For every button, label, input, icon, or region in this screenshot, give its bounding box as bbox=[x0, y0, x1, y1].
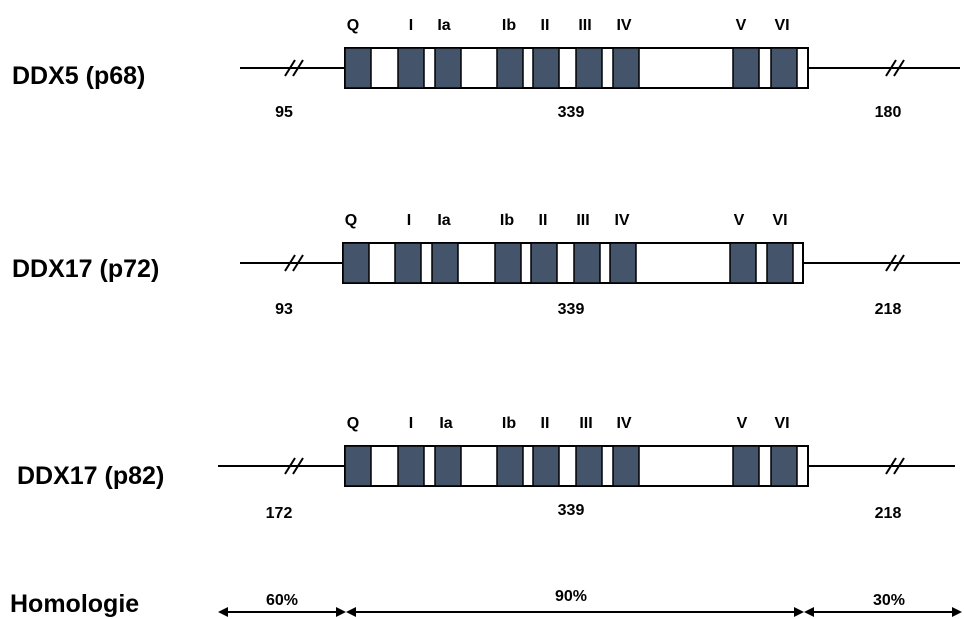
motif-box-ia bbox=[434, 47, 462, 89]
motif-box-ia bbox=[434, 445, 462, 487]
motif-label-ia: Ia bbox=[437, 17, 450, 34]
protein-row-3: DDX17 (p82) Q I Ia Ib II III IV V VI 172… bbox=[17, 415, 955, 522]
motif-box-ib bbox=[494, 242, 522, 284]
n-terminal-length: 95 bbox=[275, 104, 293, 121]
motif-label-iii: III bbox=[578, 17, 591, 34]
motif-box-v bbox=[732, 445, 760, 487]
arrow-head bbox=[336, 607, 346, 617]
motif-box-v bbox=[732, 47, 760, 89]
core-length: 339 bbox=[558, 104, 585, 121]
motif-box-q bbox=[344, 445, 372, 487]
motif-label-v: V bbox=[737, 415, 748, 432]
motif-label-iii: III bbox=[576, 212, 589, 229]
break-mark bbox=[885, 254, 905, 272]
core-homology: 90% bbox=[555, 588, 587, 605]
break-mark bbox=[885, 59, 905, 77]
motif-box-iii bbox=[575, 445, 603, 487]
motif-label-i: I bbox=[407, 212, 411, 229]
motif-label-ii: II bbox=[541, 415, 550, 432]
motif-label-vi: VI bbox=[774, 17, 789, 34]
core-length: 339 bbox=[558, 502, 585, 519]
motif-label-q: Q bbox=[345, 212, 357, 229]
motif-box-i bbox=[397, 445, 425, 487]
motif-label-vi: VI bbox=[772, 212, 787, 229]
c-terminal-length: 180 bbox=[875, 104, 902, 121]
motif-box-vi bbox=[770, 445, 798, 487]
motif-box-ib bbox=[496, 445, 524, 487]
motif-label-q: Q bbox=[347, 415, 359, 432]
motif-box-ib bbox=[496, 47, 524, 89]
break-mark bbox=[284, 59, 304, 77]
protein-name: DDX17 (p72) bbox=[12, 255, 159, 283]
arrow-head bbox=[804, 607, 814, 617]
arrow-head bbox=[794, 607, 804, 617]
motif-label-iv: IV bbox=[614, 212, 629, 229]
protein-name: DDX5 (p68) bbox=[12, 62, 145, 90]
motif-box-i bbox=[394, 242, 422, 284]
arrow-head bbox=[952, 607, 962, 617]
motif-label-ia: Ia bbox=[439, 415, 452, 432]
homology-label: Homologie bbox=[10, 590, 139, 618]
motif-label-ib: Ib bbox=[502, 17, 516, 34]
motif-box-q bbox=[344, 47, 372, 89]
motif-box-v bbox=[729, 242, 757, 284]
c-terminal-length: 218 bbox=[875, 505, 902, 522]
motif-label-vi: VI bbox=[774, 415, 789, 432]
motif-box-ii bbox=[532, 47, 560, 89]
motif-label-ib: Ib bbox=[500, 212, 514, 229]
motif-box-ii bbox=[532, 445, 560, 487]
motif-box-iv bbox=[609, 242, 637, 284]
motif-label-i: I bbox=[409, 415, 413, 432]
break-mark bbox=[885, 457, 905, 475]
motif-label-ia: Ia bbox=[437, 212, 450, 229]
n-terminal-length: 93 bbox=[275, 301, 293, 318]
motif-box-i bbox=[397, 47, 425, 89]
motif-box-iii bbox=[573, 242, 601, 284]
motif-box-ii bbox=[530, 242, 558, 284]
motif-label-v: V bbox=[734, 212, 745, 229]
motif-label-iv: IV bbox=[616, 415, 631, 432]
protein-row-1: DDX5 (p68) Q I Ia Ib II III IV V VI 95 3… bbox=[12, 17, 960, 121]
n-terminal-length: 172 bbox=[266, 505, 293, 522]
motif-label-q: Q bbox=[347, 17, 359, 34]
protein-row-2: DDX17 (p72) Q I Ia Ib II III IV V VI 93 … bbox=[12, 212, 960, 318]
motif-label-iii: III bbox=[579, 415, 592, 432]
arrow-head bbox=[218, 607, 228, 617]
break-mark bbox=[284, 457, 304, 475]
c-terminal-homology: 30% bbox=[873, 592, 905, 609]
motif-box-iv bbox=[612, 47, 640, 89]
motif-label-i: I bbox=[409, 17, 413, 34]
motif-box-iii bbox=[575, 47, 603, 89]
motif-box-q bbox=[342, 242, 370, 284]
break-mark bbox=[284, 254, 304, 272]
motif-box-vi bbox=[770, 47, 798, 89]
arrow-head bbox=[346, 607, 356, 617]
motif-label-ib: Ib bbox=[502, 415, 516, 432]
motif-label-v: V bbox=[736, 17, 747, 34]
protein-name: DDX17 (p82) bbox=[17, 462, 164, 490]
core-length: 339 bbox=[558, 301, 585, 318]
c-terminal-length: 218 bbox=[875, 301, 902, 318]
motif-box-vi bbox=[766, 242, 794, 284]
motif-box-iv bbox=[612, 445, 640, 487]
motif-box-ia bbox=[431, 242, 459, 284]
n-terminal-homology: 60% bbox=[266, 592, 298, 609]
motif-label-iv: IV bbox=[616, 17, 631, 34]
motif-label-ii: II bbox=[541, 17, 550, 34]
motif-label-ii: II bbox=[539, 212, 548, 229]
homology-row: Homologie 60% 90% 30% bbox=[10, 588, 962, 618]
